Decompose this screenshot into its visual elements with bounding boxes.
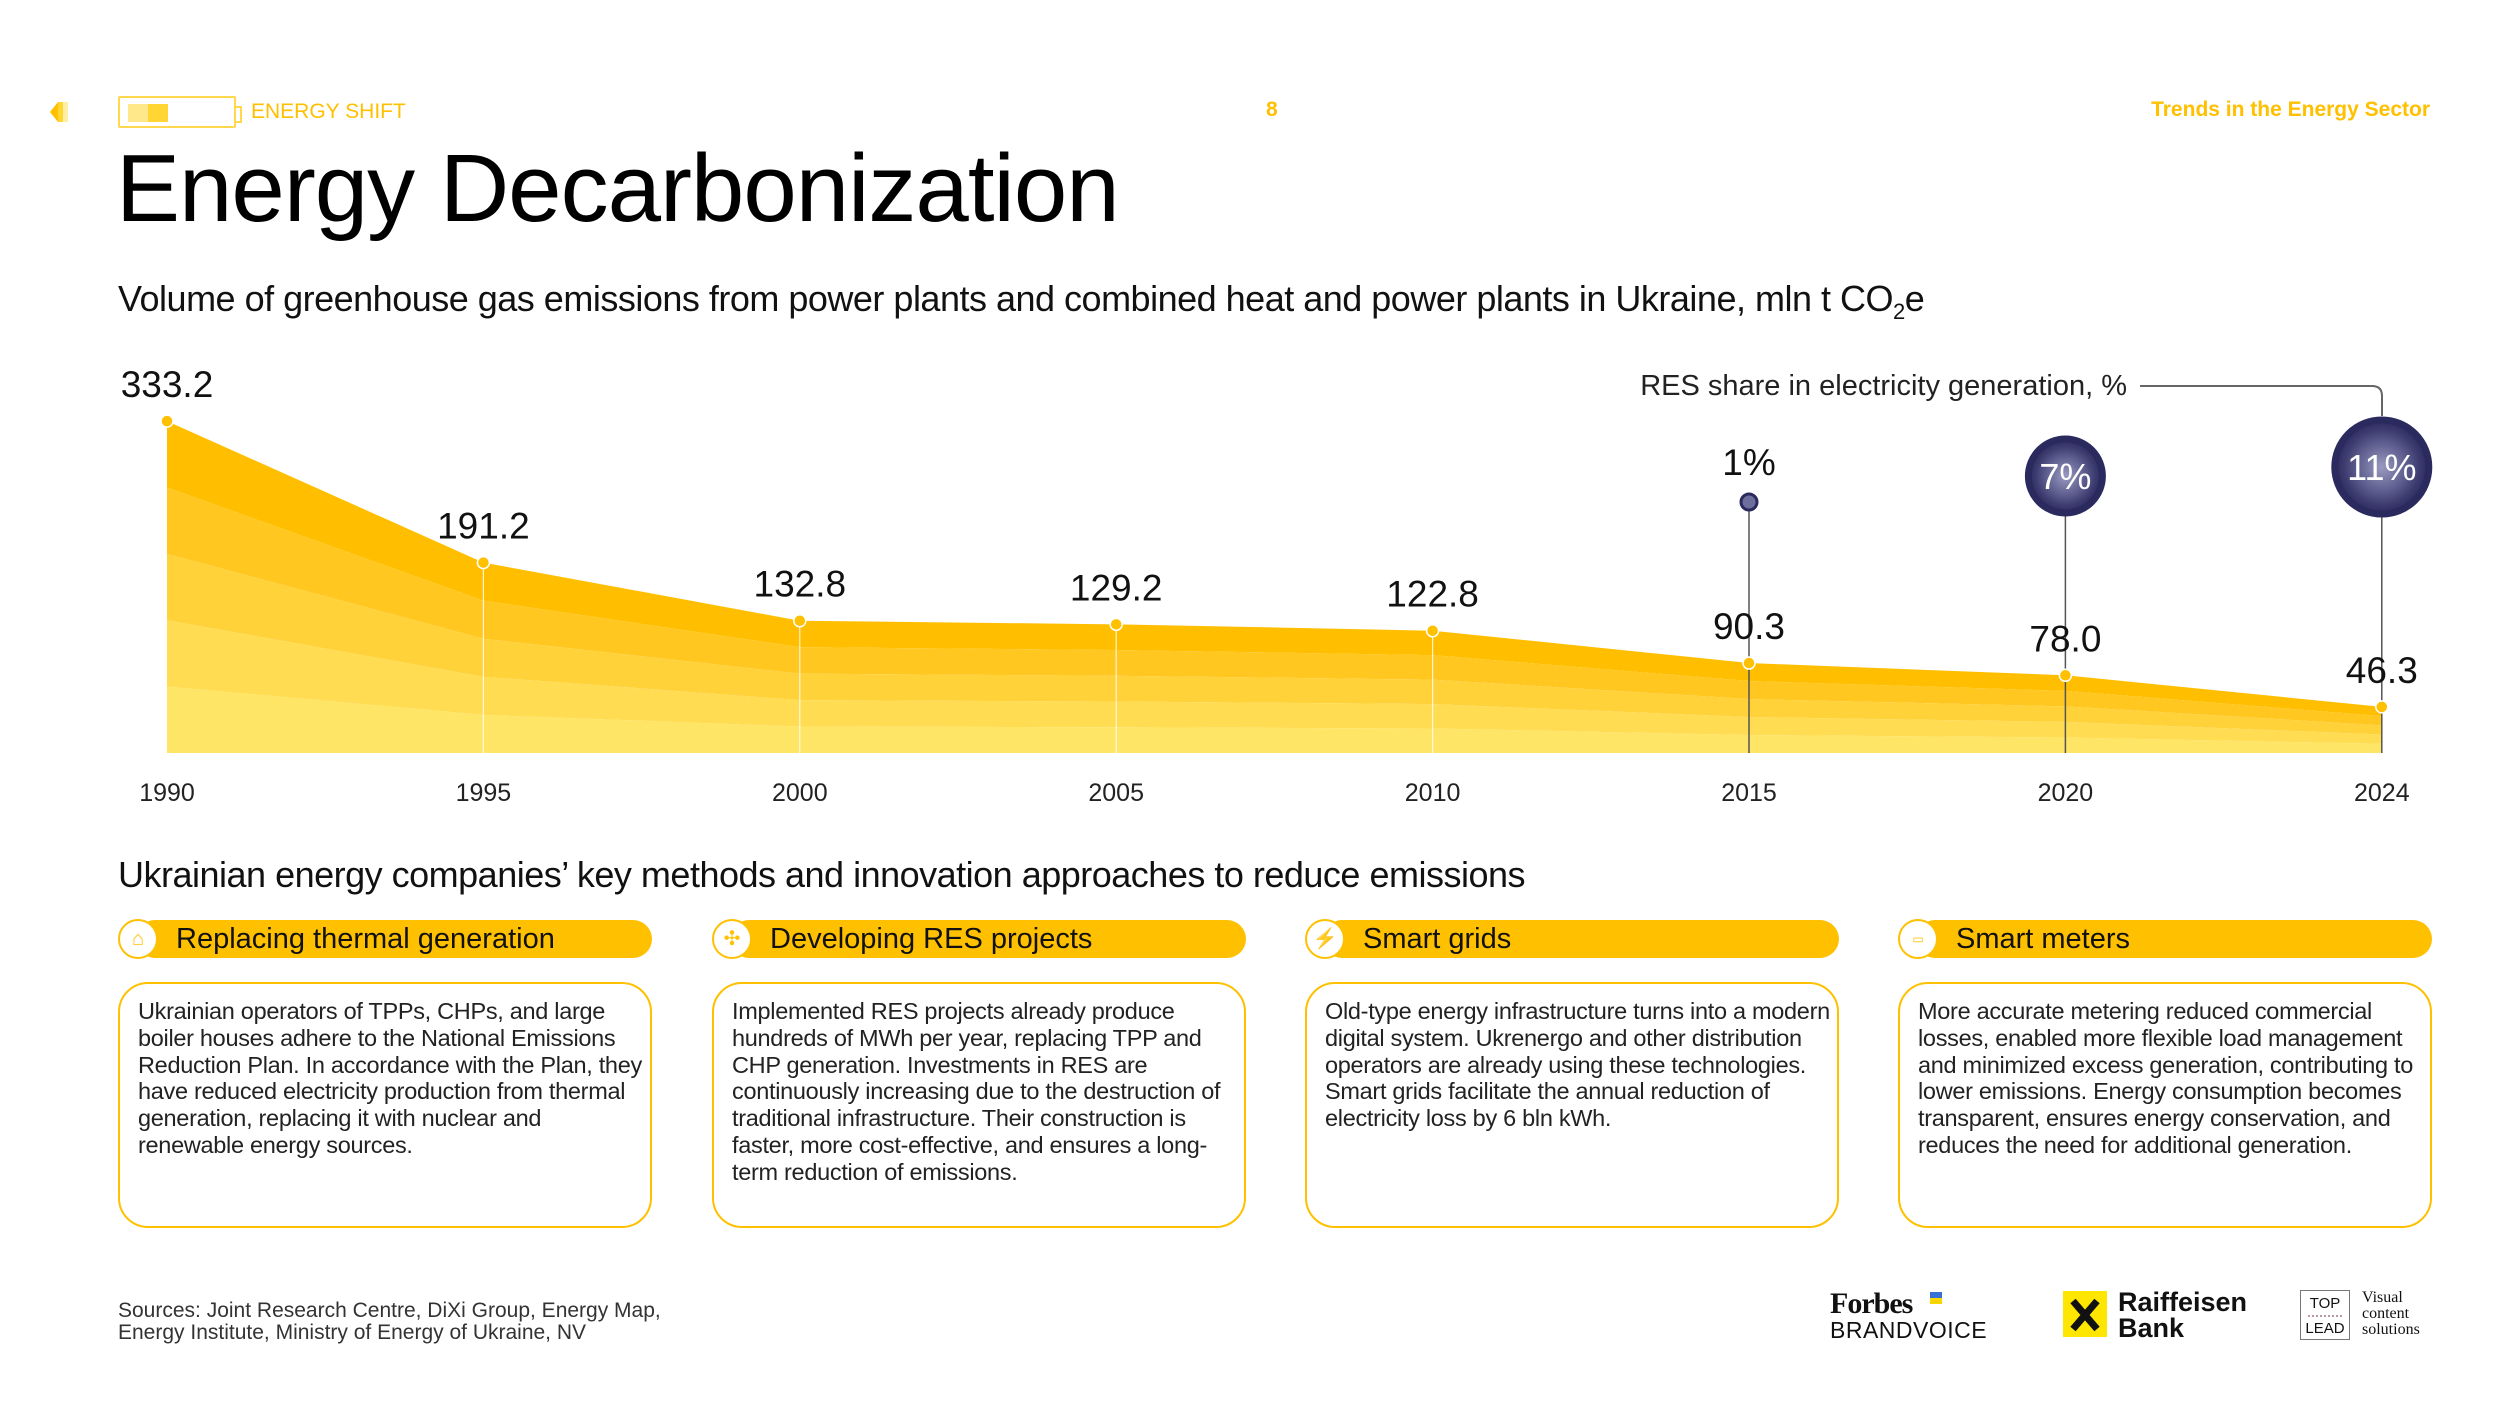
- method-card-meters: ▭ Smart meters More accurate metering red…: [1898, 919, 2432, 1228]
- methods-heading: Ukrainian energy companies’ key methods …: [118, 854, 1526, 895]
- chart-title-tail: e: [1904, 278, 1925, 319]
- method-card-grids: ⚡ Smart grids Old-type energy infrastruct…: [1305, 919, 1839, 1228]
- x-tick-label: 2015: [1721, 779, 1777, 807]
- x-tick-label: 2010: [1405, 779, 1461, 807]
- bank-text: Bank: [2118, 1313, 2185, 1343]
- chart-title: Volume of greenhouse gas emissions from …: [118, 278, 1925, 325]
- x-tick-label: 1995: [456, 779, 512, 807]
- card-text: Implemented RES projects already produce…: [712, 982, 1246, 1228]
- card-header: ▭ Smart meters: [1898, 919, 2432, 959]
- toplead-lead: LEAD: [2305, 1320, 2345, 1337]
- data-point: [160, 414, 174, 428]
- res-share-bubble: [2331, 416, 2433, 518]
- forbes-wordmark: Forbes: [1830, 1287, 1913, 1320]
- power-tower-icon: ⚡: [1305, 919, 1345, 959]
- card-text: Ukrainian operators of TPPs, CHPs, and l…: [118, 982, 652, 1228]
- page-title: Energy Decarbonization: [116, 135, 1120, 242]
- res-share-value: 1%: [1722, 442, 1775, 483]
- sources-line: Sources: Joint Research Centre, DiXi Gro…: [118, 1299, 661, 1322]
- wind-turbine-icon: ✣: [712, 919, 752, 959]
- card-title: Smart meters: [1956, 923, 2131, 955]
- value-label: 191.2: [437, 506, 530, 547]
- raiffeisen-wordmark: Raiffeisen Bank: [2118, 1287, 2248, 1343]
- toplead-top: TOP: [2309, 1295, 2341, 1312]
- section-label: ENERGY SHIFT: [251, 100, 406, 123]
- sources-line: Energy Institute, Ministry of Energy of …: [118, 1321, 587, 1344]
- area-band-1: [167, 421, 2382, 717]
- data-point: [2058, 668, 2073, 683]
- res-share-bubble: [1739, 492, 1759, 512]
- data-point: [2375, 700, 2389, 714]
- x-tick-label: 2024: [2354, 779, 2410, 807]
- data-point: [793, 613, 807, 628]
- card-header: ⌂ Replacing thermal generation: [118, 919, 652, 959]
- value-label: 129.2: [1070, 567, 1163, 608]
- res-share-value: 11%: [2347, 447, 2416, 488]
- toplead-logo: TOP LEAD: [2300, 1290, 2350, 1340]
- res-share-bubble: [2024, 435, 2106, 517]
- series-title: Trends in the Energy Sector: [2151, 98, 2430, 121]
- method-card-res: ✣ Developing RES projects Implemented RES…: [712, 919, 1246, 1228]
- forbes-logo: Forbes BRANDVOICE: [1830, 1287, 1988, 1343]
- value-label: 132.8: [754, 564, 847, 605]
- value-label: 122.8: [1386, 574, 1479, 615]
- res-share-value: 7%: [2039, 456, 2091, 497]
- x-tick-label: 2020: [2038, 779, 2094, 807]
- value-label: 90.3: [1713, 606, 1785, 647]
- value-label: 46.3: [2346, 650, 2418, 691]
- value-label: 333.2: [121, 364, 214, 405]
- x-tick-label: 2005: [1088, 779, 1144, 807]
- brandvoice-wordmark: BRANDVOICE: [1830, 1317, 1988, 1343]
- area-band-4: [167, 620, 2382, 744]
- card-title: Smart grids: [1363, 923, 1512, 955]
- card-text: Old-type energy infrastructure turns int…: [1305, 982, 1839, 1228]
- chart-title-text: Volume of greenhouse gas emissions from …: [118, 278, 1894, 319]
- method-card-thermal: ⌂ Replacing thermal generation Ukrainian …: [118, 919, 652, 1228]
- meter-icon: ▭: [1898, 919, 1938, 959]
- chart-title-subscript: 2: [1893, 299, 1905, 325]
- factory-icon: ⌂: [118, 919, 158, 959]
- page-number: 8: [1266, 98, 1278, 121]
- data-point: [476, 555, 491, 570]
- data-point: [1109, 617, 1123, 632]
- card-header: ⚡ Smart grids: [1305, 919, 1839, 959]
- area-band-5: [167, 686, 2382, 753]
- area-band-3: [167, 553, 2382, 735]
- card-title: Developing RES projects: [770, 923, 1093, 955]
- tagline-line: content: [2362, 1305, 2410, 1322]
- data-point: [1742, 656, 1756, 670]
- battery-icon: [118, 96, 242, 128]
- card-header: ✣ Developing RES projects: [712, 919, 1246, 959]
- card-title: Replacing thermal generation: [176, 923, 555, 955]
- sources: Sources: Joint Research Centre, DiXi Gro…: [118, 1300, 661, 1344]
- raiffeisen-logo-icon: [2063, 1291, 2107, 1337]
- area-band-2: [167, 487, 2382, 726]
- raiffeisen-text: Raiffeisen: [2118, 1287, 2248, 1317]
- emissions-chart: 333.2 1990 191.2 1995 132.8 2000 129.2 2005 122.…: [121, 364, 2433, 807]
- toplead-tagline: Visual content solutions: [2362, 1290, 2420, 1338]
- back-arrow-icon[interactable]: [48, 100, 70, 124]
- tagline-line: solutions: [2362, 1321, 2420, 1338]
- data-point: [1425, 623, 1440, 638]
- x-tick-label: 1990: [139, 779, 195, 807]
- x-tick-label: 2000: [772, 779, 828, 807]
- tagline-line: Visual: [2362, 1289, 2403, 1306]
- res-share-label: RES share in electricity generation, %: [1640, 370, 2127, 402]
- card-text: More accurate metering reduced commercia…: [1898, 982, 2432, 1228]
- ukraine-flag-icon: [1930, 1292, 1942, 1304]
- value-label: 78.0: [2029, 618, 2101, 659]
- res-leader-line: [2140, 385, 2383, 416]
